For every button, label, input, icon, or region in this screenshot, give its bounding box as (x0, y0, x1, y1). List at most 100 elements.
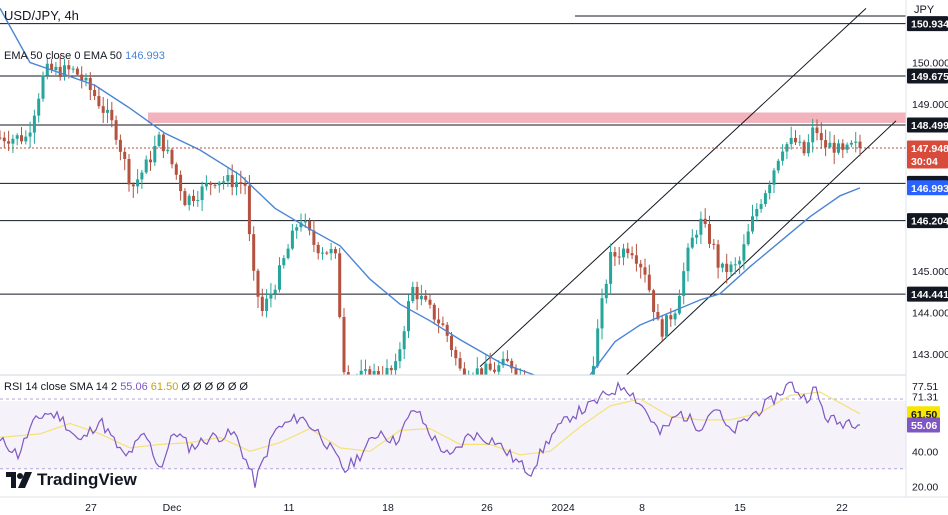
candle (514, 364, 518, 375)
rsi-tick-label: 77.51 (912, 381, 938, 393)
price-badge-bg (907, 117, 948, 133)
price-axis[interactable]: 150.000 149.000 145.000 144.000 143.000 (912, 58, 948, 362)
candle (419, 284, 423, 306)
candle-body (402, 331, 406, 350)
price-badge-label: 30:04 (911, 156, 938, 168)
candle-body (329, 249, 333, 254)
candle (321, 247, 324, 260)
candle-body (665, 315, 668, 337)
candle-body (54, 66, 58, 71)
candle-body (239, 182, 243, 184)
candle-body (630, 253, 634, 256)
candle (450, 332, 453, 357)
candle (617, 246, 621, 265)
candle-body (428, 299, 432, 305)
price-badge-label: 150.934 (911, 19, 948, 31)
candle-body (11, 138, 15, 144)
candle-body (746, 231, 750, 245)
candle (493, 362, 496, 374)
candle (755, 203, 759, 222)
candle-body (217, 182, 221, 186)
candle (303, 213, 307, 228)
candle-body (290, 230, 294, 249)
candle (630, 246, 634, 260)
time-tick-label: 8 (639, 502, 645, 514)
candle-body (609, 252, 613, 284)
candle-body (415, 286, 419, 300)
candle (712, 239, 716, 250)
candle-body (342, 316, 346, 373)
candle-body (153, 145, 157, 163)
candle-body (265, 298, 269, 312)
candle (759, 199, 763, 213)
candle-body (742, 244, 746, 261)
candle-body (656, 312, 660, 320)
rsi-sma-legend-value: 61.50 (150, 381, 179, 393)
candle-body (682, 271, 686, 296)
candle (458, 351, 462, 371)
tradingview-brand[interactable]: TradingView (6, 470, 137, 490)
ema-legend[interactable]: EMA 50 close 0 EMA 50 146.993 (4, 50, 165, 62)
candle (200, 181, 204, 211)
candle (372, 363, 376, 375)
candle-body (316, 244, 320, 254)
candle (845, 142, 849, 154)
price-badge: 149.675 (907, 68, 948, 84)
candle-body (157, 134, 161, 146)
candle (725, 253, 729, 284)
candle (256, 268, 260, 309)
tradingview-logo-icon (6, 472, 32, 488)
candle-body (118, 139, 122, 152)
price-badge-label: 147.948 (911, 143, 948, 155)
candle (153, 135, 157, 166)
candle (837, 139, 840, 155)
candle (402, 325, 406, 360)
candle (789, 126, 793, 150)
candle-body (798, 141, 802, 143)
candle-body (811, 127, 815, 143)
candle-body (626, 248, 630, 254)
candle-body (252, 234, 256, 271)
candle-body (376, 371, 380, 375)
price-badge: 30:04 (907, 153, 948, 169)
candle (260, 288, 264, 317)
symbol-title[interactable]: USD/JPY, 4h (4, 8, 79, 23)
candle-body (493, 369, 496, 372)
candle-body (2, 137, 6, 142)
candle-body (389, 367, 393, 371)
time-tick-label: 2024 (551, 502, 575, 514)
candle-body (127, 158, 131, 185)
candle-body (260, 296, 264, 312)
candle (278, 257, 281, 293)
candle (475, 357, 479, 375)
currency-label[interactable]: JPY (914, 4, 935, 16)
rsi-sma-line (0, 391, 861, 456)
price-tick-label: 149.000 (912, 99, 948, 111)
candle-body (819, 133, 823, 141)
candle (166, 139, 170, 154)
candle-body (394, 361, 398, 371)
candle (37, 93, 41, 123)
rsi-legend[interactable]: RSI 14 close SMA 14 2 55.06 61.50 Ø Ø Ø … (4, 381, 248, 393)
candle-body (192, 195, 195, 201)
candle (484, 353, 488, 375)
candle-body (20, 135, 23, 142)
candle (204, 175, 208, 191)
brand-name: TradingView (37, 470, 137, 489)
candle-body (445, 324, 449, 336)
channel-upper-line[interactable] (479, 7, 867, 368)
price-badge-label: 149.675 (911, 71, 948, 83)
candle (716, 239, 720, 279)
candle-body (398, 349, 402, 362)
price-badge-label: 148.499 (911, 120, 948, 132)
price-badge-label: 144.441 (911, 289, 948, 301)
time-axis[interactable]: 27 Dec 11 18 26 2024 8 15 22 (85, 502, 848, 514)
rsi-badge-label: 55.06 (911, 420, 937, 432)
candle (308, 217, 312, 236)
candle (97, 87, 101, 109)
horizontal-levels[interactable] (0, 23, 906, 295)
resistance-zone[interactable] (148, 112, 906, 123)
candle (480, 367, 484, 375)
